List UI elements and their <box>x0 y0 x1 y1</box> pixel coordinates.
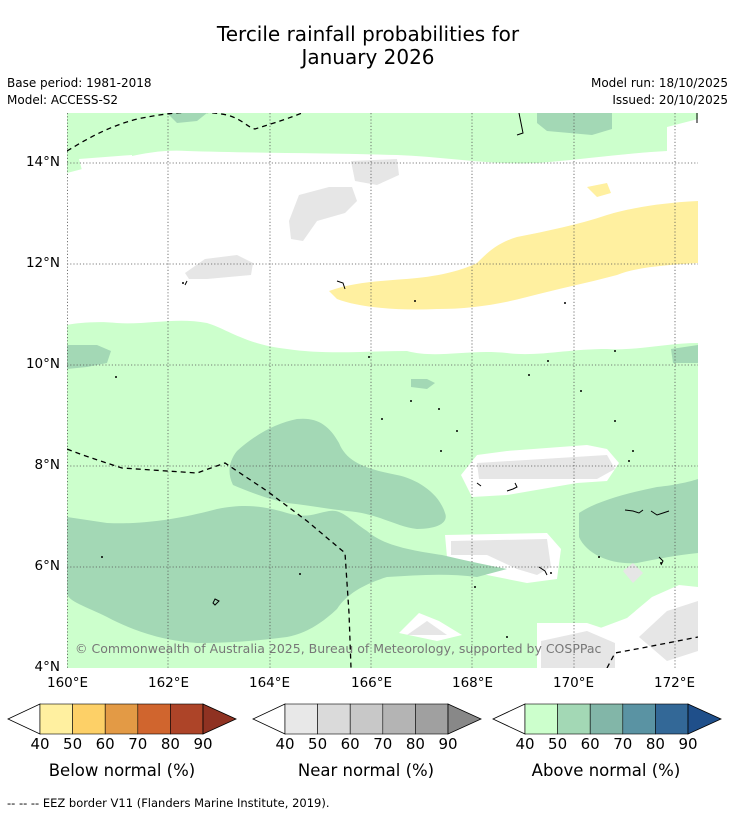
colorbar-above-tick: 70 <box>613 735 633 753</box>
x-tick-164e: 164°E <box>249 675 291 691</box>
colorbar-near-segment <box>382 703 416 735</box>
colorbar-below-high-extend <box>202 703 237 735</box>
colorbar-below-tick: 80 <box>160 735 180 753</box>
eez-border <box>67 113 698 668</box>
colorbar-above-tick: 50 <box>548 735 568 753</box>
above-normal-50-region-west <box>67 345 111 369</box>
x-tick-160e: 160°E <box>47 675 89 691</box>
colorbar-below-tick: 40 <box>30 735 50 753</box>
copyright-notice: © Commonwealth of Australia 2025, Bureau… <box>75 641 601 656</box>
graticule <box>67 113 698 668</box>
x-tick-172e: 172°E <box>654 675 696 691</box>
colorbar-above-high-extend <box>687 703 722 735</box>
above-normal-50-region-ne2 <box>671 345 698 363</box>
colorbar-near-tick: 40 <box>275 735 295 753</box>
map-title-line-2: January 2026 <box>301 45 435 69</box>
colorbar-near-label: Near normal (%) <box>297 761 435 780</box>
colorbar-near-ticks: 40 50 60 70 80 90 <box>0 735 736 755</box>
colorbar-above-low-extend <box>492 703 526 735</box>
colorbar-near-tick: 90 <box>438 735 458 753</box>
map-title-line-1: Tercile rainfall probabilities for <box>216 22 520 46</box>
above-normal-50-region-center <box>229 418 446 529</box>
colorbar-above-segment <box>524 703 558 735</box>
colorbar-near-segment <box>317 703 351 735</box>
colorbar-below-tick: 70 <box>128 735 148 753</box>
colorbar-near-low-extend <box>252 703 286 735</box>
near-normal-region-6 <box>407 621 447 635</box>
colorbar-above-segment <box>655 703 689 735</box>
near-normal-region-3 <box>351 159 399 185</box>
colorbar-below-label: Below normal (%) <box>48 761 196 780</box>
colorbar-above-tick: 90 <box>678 735 698 753</box>
base-period: Base period: 1981-2018 <box>7 76 152 90</box>
above-normal-50-region-nw <box>167 113 207 123</box>
colorbar-above-tick: 40 <box>515 735 535 753</box>
near-normal-region-5 <box>451 539 551 575</box>
colorbar-near-tick: 50 <box>308 735 328 753</box>
colorbar-near-segment <box>284 703 318 735</box>
colorbar-above-segment <box>622 703 656 735</box>
colorbar-above-segment <box>557 703 591 735</box>
y-tick-6n: 6°N <box>34 558 60 574</box>
colorbar-below-tick: 60 <box>95 735 115 753</box>
x-tick-166e: 166°E <box>351 675 393 691</box>
x-tick-170e: 170°E <box>553 675 595 691</box>
near-normal-region-9 <box>623 563 643 583</box>
eez-legend-note: -- -- -- EEZ border V11 (Flanders Marine… <box>7 796 330 810</box>
colorbar-near-segment <box>349 703 384 735</box>
island-dots <box>101 282 662 638</box>
colorbar-near-high-extend <box>447 703 482 735</box>
y-tick-14n: 14°N <box>25 154 60 170</box>
colorbar-below-tick: 90 <box>193 735 213 753</box>
colorbar-below-segment <box>137 703 171 735</box>
x-tick-162e: 162°E <box>148 675 190 691</box>
colorbar-near-tick: 70 <box>373 735 393 753</box>
model-run-date: Model run: 18/10/2025 <box>590 76 728 90</box>
no-signal-region <box>67 143 698 355</box>
below-normal-region-1 <box>329 201 698 310</box>
colorbar-near-tick: 60 <box>340 735 360 753</box>
below-normal-region-2 <box>587 183 611 197</box>
near-normal-region-2 <box>185 255 253 279</box>
probability-map: © Commonwealth of Australia 2025, Bureau… <box>67 113 698 668</box>
above-normal-50-region-main <box>67 506 507 643</box>
colorbar-below-low-extend <box>7 703 41 735</box>
y-tick-8n: 8°N <box>34 457 60 473</box>
colorbar-below-segment <box>72 703 106 735</box>
colorbar-above-tick: 60 <box>580 735 600 753</box>
colorbar-above-tick: 80 <box>645 735 665 753</box>
above-normal-50-region-small <box>411 379 435 389</box>
colorbar-near-tick: 80 <box>405 735 425 753</box>
near-normal-region-4 <box>477 455 615 479</box>
colorbar-near-segment <box>415 703 449 735</box>
above-normal-50-region-east <box>579 479 698 564</box>
y-tick-12n: 12°N <box>25 255 60 271</box>
colorbar-above-ticks: 40 50 60 70 80 90 <box>0 735 736 755</box>
colorbar-below-ticks: 40 50 60 70 80 90 <box>0 735 736 755</box>
colorbar-above-label: Above normal (%) <box>531 761 681 780</box>
near-normal-region-7 <box>541 631 615 668</box>
colorbar-below-segment <box>104 703 139 735</box>
colorbars <box>7 703 722 735</box>
y-tick-10n: 10°N <box>25 356 60 372</box>
colorbar-above-segment <box>589 703 624 735</box>
near-normal-region-1 <box>289 187 357 241</box>
no-signal-top-left <box>79 155 132 189</box>
model-name: Model: ACCESS-S2 <box>7 93 119 107</box>
colorbar-below-tick: 50 <box>63 735 83 753</box>
above-normal-50-region-ne <box>537 113 612 135</box>
colorbar-below-segment <box>39 703 73 735</box>
islands <box>184 113 698 606</box>
issued-date: Issued: 20/10/2025 <box>612 93 728 107</box>
colorbar-below-segment <box>170 703 204 735</box>
y-tick-4n: 4°N <box>34 659 60 675</box>
x-tick-168e: 168°E <box>452 675 494 691</box>
